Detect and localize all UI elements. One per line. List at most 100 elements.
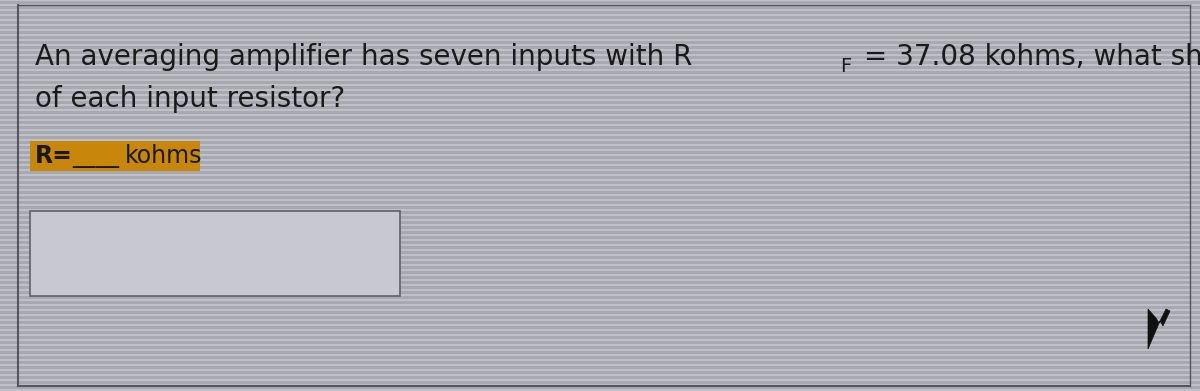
Bar (0, 23, 1200, 26)
Bar (0, 326, 1200, 328)
Bar (0, 88, 1200, 91)
Bar (0, 104, 1200, 106)
Bar (0, 124, 1200, 126)
Bar (0, 59, 1200, 61)
Bar (0, 186, 1200, 188)
Bar (0, 51, 1200, 54)
Bar (0, 239, 1200, 241)
Bar (0, 378, 1200, 381)
Bar (0, 6, 1200, 9)
Bar (0, 371, 1200, 373)
Text: ____: ____ (72, 144, 119, 168)
Bar (0, 0, 1200, 1)
Bar (0, 4, 1200, 6)
Bar (0, 381, 1200, 384)
Bar (0, 323, 1200, 326)
Text: An averaging amplifier has seven inputs with R: An averaging amplifier has seven inputs … (35, 43, 692, 71)
Bar (0, 141, 1200, 143)
Bar (0, 386, 1200, 389)
Bar (0, 253, 1200, 256)
Bar (0, 316, 1200, 319)
Bar (0, 269, 1200, 271)
Bar (0, 311, 1200, 314)
Bar (0, 384, 1200, 386)
Bar (0, 376, 1200, 378)
Bar (0, 18, 1200, 21)
Bar (0, 301, 1200, 303)
Bar (30, 141, 200, 171)
Bar (0, 294, 1200, 296)
Bar (0, 116, 1200, 118)
Text: = 37.08 kohms, what should be the value: = 37.08 kohms, what should be the value (854, 43, 1200, 71)
Bar (0, 389, 1200, 391)
Bar (0, 346, 1200, 348)
Bar (0, 296, 1200, 298)
Bar (0, 216, 1200, 219)
Bar (0, 126, 1200, 129)
Bar (0, 244, 1200, 246)
Bar (0, 113, 1200, 116)
Bar (0, 146, 1200, 149)
Bar (0, 96, 1200, 99)
Bar (0, 46, 1200, 48)
Bar (0, 54, 1200, 56)
Bar (0, 278, 1200, 281)
Bar (0, 163, 1200, 166)
Bar (0, 131, 1200, 133)
Bar (0, 203, 1200, 206)
Bar (0, 211, 1200, 213)
Bar (0, 111, 1200, 113)
Bar (0, 298, 1200, 301)
Bar (0, 364, 1200, 366)
Bar (0, 306, 1200, 308)
Bar (0, 334, 1200, 336)
Bar (0, 1, 1200, 4)
Bar (0, 31, 1200, 34)
Bar (0, 81, 1200, 84)
Bar (0, 108, 1200, 111)
Bar (0, 314, 1200, 316)
Bar (0, 76, 1200, 79)
Bar (0, 219, 1200, 221)
Bar (0, 286, 1200, 289)
Bar (0, 138, 1200, 141)
Bar (0, 361, 1200, 364)
Bar (0, 264, 1200, 266)
Bar (0, 133, 1200, 136)
Bar (0, 41, 1200, 43)
Bar (0, 201, 1200, 203)
Bar (0, 29, 1200, 31)
Bar (0, 106, 1200, 108)
Bar (0, 66, 1200, 68)
Bar (0, 176, 1200, 179)
Bar (0, 174, 1200, 176)
Bar (0, 101, 1200, 104)
Bar (0, 149, 1200, 151)
Bar (0, 228, 1200, 231)
Bar (0, 136, 1200, 138)
Bar (0, 161, 1200, 163)
Bar (0, 158, 1200, 161)
Bar (0, 156, 1200, 158)
Bar (0, 166, 1200, 169)
Bar (0, 249, 1200, 251)
Bar (0, 26, 1200, 29)
Bar (0, 341, 1200, 344)
Bar (0, 281, 1200, 283)
Bar (0, 336, 1200, 339)
Text: R=: R= (35, 144, 73, 168)
Bar (0, 273, 1200, 276)
Text: kohms: kohms (125, 144, 203, 168)
Bar (0, 71, 1200, 74)
Bar (0, 56, 1200, 59)
Bar (0, 169, 1200, 171)
Bar (0, 74, 1200, 76)
Bar (0, 63, 1200, 66)
Bar (0, 118, 1200, 121)
Bar (0, 303, 1200, 306)
Bar (0, 208, 1200, 211)
Bar (0, 339, 1200, 341)
Bar (0, 231, 1200, 233)
Bar (0, 43, 1200, 46)
Bar (0, 61, 1200, 63)
